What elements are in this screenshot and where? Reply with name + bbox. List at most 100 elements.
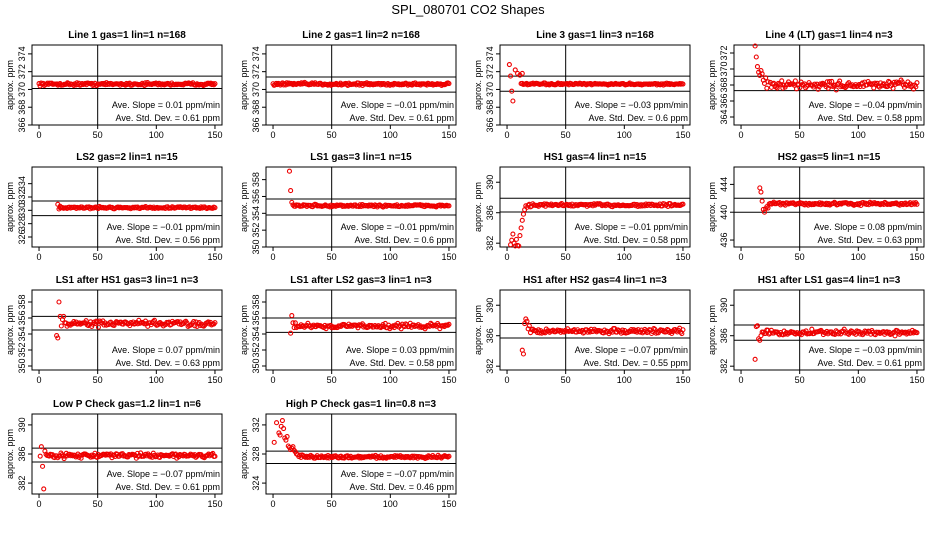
std-dev-annotation: Ave. Std. Dev. = 0.63 ppm: [116, 358, 220, 368]
data-point: [277, 432, 283, 438]
slope-annotation: Ave. Slope = −0.07 ppm/min: [575, 345, 688, 355]
plot-frame: [733, 289, 925, 371]
data-point: [758, 189, 764, 195]
data-point: [848, 83, 854, 89]
y-tick-label: 332: [17, 189, 27, 204]
data-point: [41, 486, 47, 492]
y-tick-label: 440: [719, 205, 729, 220]
y-tick-label: 390: [485, 298, 495, 313]
data-point: [37, 453, 43, 459]
data-point: [446, 453, 452, 459]
y-tick-label: 382: [719, 359, 729, 374]
data-point: [895, 80, 901, 87]
data-point: [654, 82, 660, 88]
y-tick-label: 350: [251, 358, 261, 373]
data-point: [765, 79, 771, 85]
std-dev-annotation: Ave. Std. Dev. = 0.6 ppm: [589, 113, 688, 123]
y-tick-label: 382: [485, 236, 495, 251]
panel-title: LS1 after HS1 gas=3 lin=1 n=3: [56, 275, 199, 286]
data-point: [837, 78, 843, 84]
y-tick-label: 368: [17, 100, 27, 115]
data-point: [520, 351, 527, 357]
x-tick-label: 0: [37, 499, 42, 509]
data-point: [680, 81, 686, 87]
x-tick-label: 0: [739, 375, 744, 385]
data-point: [510, 231, 516, 237]
data-point: [520, 211, 527, 217]
std-dev-annotation: Ave. Std. Dev. = 0.58 ppm: [818, 113, 922, 123]
data-point: [212, 205, 218, 211]
data-point: [69, 452, 75, 458]
y-tick-label: 390: [719, 298, 729, 313]
std-dev-annotation: Ave. Std. Dev. = 0.58 ppm: [584, 235, 688, 245]
x-tick-label: 150: [675, 375, 690, 385]
panel: High P Check gas=1 lin=0.8 n=3 0 50 100 150 3…: [239, 399, 457, 509]
data-point: [61, 455, 67, 462]
slope-annotation: Ave. Slope = −0.01 ppm/min: [341, 222, 454, 232]
data-point: [103, 322, 109, 328]
panel-title: HS1 after LS1 gas=4 lin=1 n=3: [758, 275, 901, 286]
std-dev-annotation: Ave. Std. Dev. = 0.63 ppm: [818, 235, 922, 245]
data-point: [209, 82, 215, 88]
x-tick-label: 0: [505, 375, 510, 385]
y-axis-label: approx. ppm: [239, 305, 249, 355]
std-dev-annotation: Ave. Std. Dev. = 0.61 ppm: [116, 482, 220, 492]
x-tick-label: 0: [505, 130, 510, 140]
x-tick-label: 0: [505, 252, 510, 262]
y-tick-label: 372: [17, 64, 27, 79]
x-tick-label: 150: [675, 130, 690, 140]
y-tick-label: 352: [251, 223, 261, 238]
panel-title: LS1 gas=3 lin=1 n=15: [310, 152, 412, 163]
data-point: [56, 299, 62, 305]
data-point: [446, 321, 452, 327]
data-point: [212, 81, 218, 87]
plot-frame: [499, 44, 691, 126]
data-point: [517, 233, 523, 239]
y-tick-label: 366: [17, 117, 27, 132]
y-tick-label: 374: [485, 46, 495, 61]
data-point: [445, 322, 451, 328]
data-point: [378, 81, 385, 87]
data-point: [842, 84, 848, 91]
x-tick-label: 150: [207, 499, 222, 509]
data-point: [759, 198, 765, 204]
y-tick-label: 330: [17, 203, 27, 218]
data-point: [38, 444, 44, 450]
data-point: [508, 73, 514, 79]
std-dev-annotation: Ave. Std. Dev. = 0.56 ppm: [116, 235, 220, 245]
x-tick-label: 100: [617, 130, 632, 140]
y-tick-label: 370: [251, 82, 261, 97]
data-point: [890, 85, 896, 91]
std-dev-annotation: Ave. Std. Dev. = 0.55 ppm: [584, 358, 688, 368]
data-point: [857, 84, 863, 90]
panel-title: HS1 gas=4 lin=1 n=15: [544, 152, 647, 163]
data-point: [210, 205, 216, 211]
y-tick-label: 334: [17, 176, 27, 191]
y-axis-label: approx. ppm: [239, 182, 249, 232]
y-axis-label: approx. ppm: [707, 60, 717, 110]
data-point: [212, 320, 218, 326]
data-point: [212, 453, 218, 459]
y-tick-label: 386: [719, 328, 729, 343]
data-point: [437, 454, 443, 460]
data-point: [95, 324, 101, 330]
panel-title: Line 3 gas=1 lin=3 n=168: [536, 30, 654, 41]
x-tick-label: 50: [327, 252, 337, 262]
x-tick-label: 50: [327, 375, 337, 385]
data-point: [281, 425, 287, 432]
data-point: [833, 87, 839, 93]
y-tick-label: 370: [17, 82, 27, 97]
x-tick-label: 50: [561, 375, 571, 385]
x-tick-label: 0: [37, 375, 42, 385]
y-tick-label: 354: [17, 326, 27, 341]
data-point: [284, 433, 290, 440]
x-tick-label: 0: [271, 130, 276, 140]
y-axis-label: approx. ppm: [707, 182, 717, 232]
data-point: [899, 79, 905, 85]
y-tick-label: 366: [251, 117, 261, 132]
slope-annotation: Ave. Slope = −0.07 ppm/min: [341, 469, 454, 479]
x-tick-label: 50: [795, 375, 805, 385]
data-point: [892, 333, 898, 339]
x-tick-label: 150: [675, 252, 690, 262]
